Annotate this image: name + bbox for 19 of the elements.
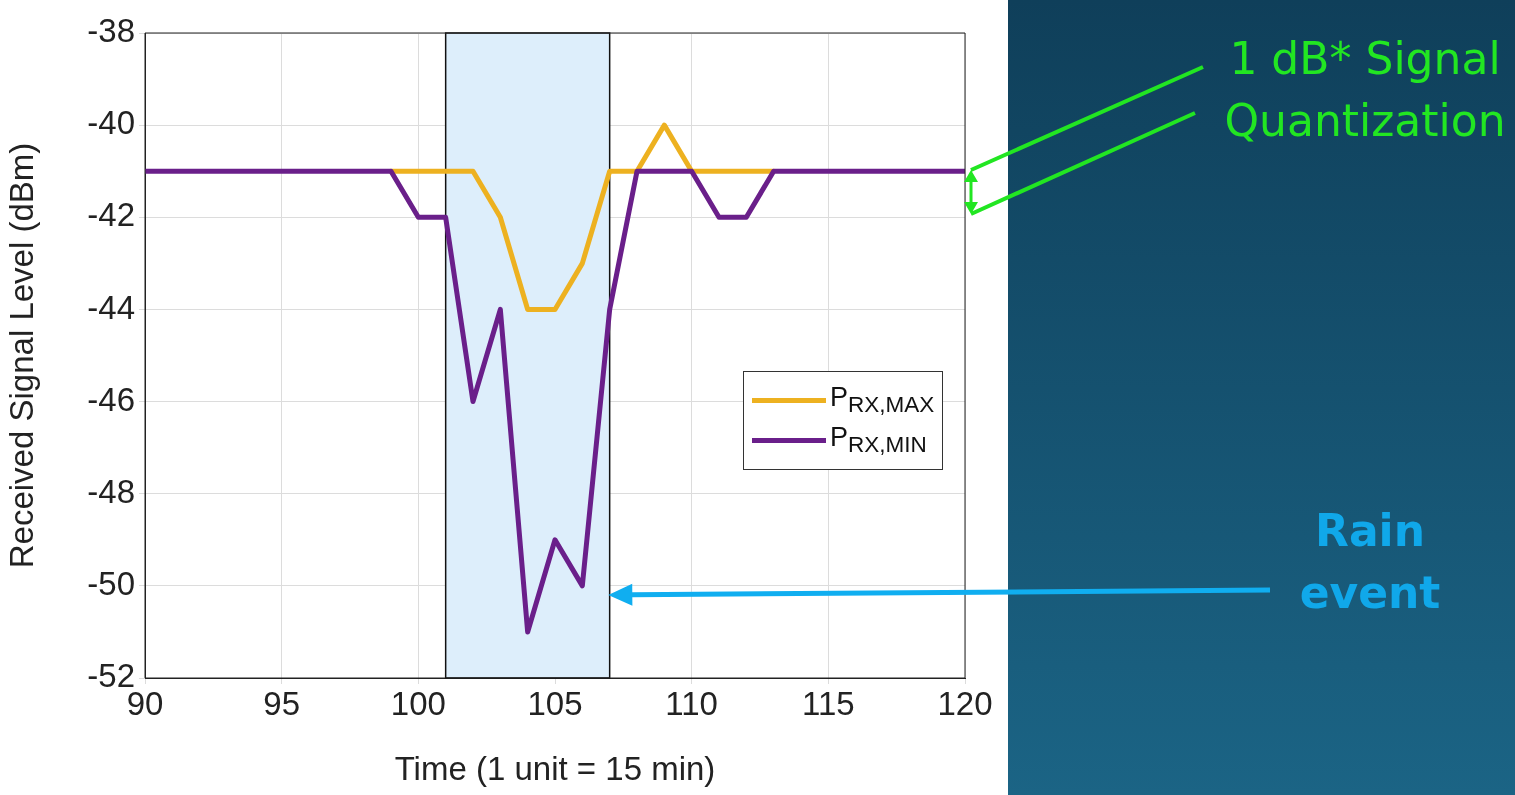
legend-label: P$_{RX,MIN}$ <box>830 422 927 459</box>
y-tick-label: -40 <box>87 104 135 142</box>
y-tick-label: -50 <box>87 564 135 602</box>
y-tick-label: -46 <box>87 380 135 418</box>
legend-label: P$_{RX,MAX}$ <box>830 382 935 419</box>
y-tick-label: -38 <box>87 12 135 50</box>
text: 1 dB* Signal Quantization <box>1223 32 1507 148</box>
y-axis-title: Received Signal Level (dBm) <box>2 142 40 569</box>
x-tick-label: 105 <box>527 684 583 722</box>
y-tick-label: -48 <box>87 472 135 510</box>
text: Rain event <box>1298 504 1442 620</box>
y-tick-label: -42 <box>87 196 135 234</box>
x-tick-label: 120 <box>937 684 993 722</box>
x-tick-label: 100 <box>390 684 446 722</box>
x-tick-label: 115 <box>802 684 855 722</box>
x-axis-title: Time (1 unit = 15 min) <box>394 750 716 788</box>
y-tick-label: -44 <box>87 288 135 326</box>
x-tick-label: 95 <box>263 684 301 722</box>
x-tick-label: 110 <box>665 684 718 722</box>
